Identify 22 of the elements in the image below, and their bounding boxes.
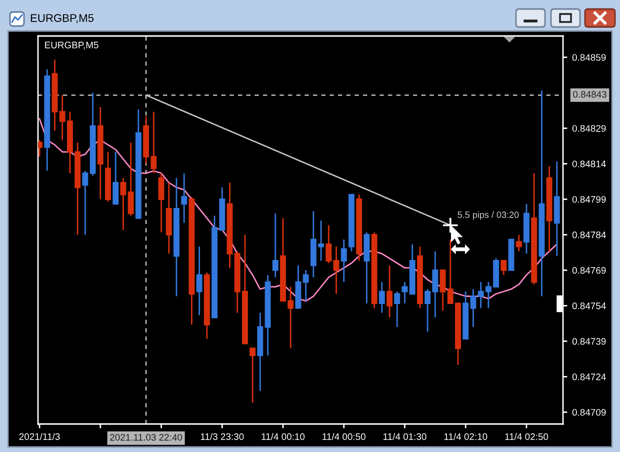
y-tick-label: 0.84859 bbox=[572, 54, 606, 61]
y-tick-label: 0.84754 bbox=[572, 302, 606, 310]
x-tick-label: 11/4 02:50 bbox=[505, 433, 548, 440]
text: EURGBP,M5 bbox=[45, 42, 98, 50]
y-tick-label: 0.84799 bbox=[572, 196, 606, 203]
y-tick-label: 0.84769 bbox=[572, 267, 606, 274]
x-tick-label: 11/4 00:10 bbox=[262, 433, 305, 440]
y-tick-label: 0.84709 bbox=[572, 409, 606, 416]
x-tick-label: 11/4 01:30 bbox=[383, 433, 426, 440]
ref-line-label: 0.84843 bbox=[573, 90, 606, 98]
y-tick-label: 0.84724 bbox=[572, 374, 606, 380]
x-tick-label: 11/3 23:30 bbox=[200, 433, 244, 440]
y-tick-label: 0.84739 bbox=[572, 338, 606, 345]
y-tick-label: 0.84784 bbox=[572, 232, 606, 238]
y-tick-label: 0.84829 bbox=[572, 125, 606, 132]
x-tick-label: 2021/11/3 bbox=[19, 433, 60, 440]
y-tick-label: 0.84814 bbox=[572, 160, 606, 168]
annotation: 5.5 pips / 03:20 bbox=[458, 211, 519, 220]
x-tick-label: 11/4 00:50 bbox=[322, 433, 366, 440]
chart-title: EURGBP,M5 bbox=[30, 14, 94, 24]
ref-line-label: 2021.11.03 22:40 bbox=[110, 434, 182, 441]
x-tick-label: 11/4 02:10 bbox=[444, 433, 488, 440]
